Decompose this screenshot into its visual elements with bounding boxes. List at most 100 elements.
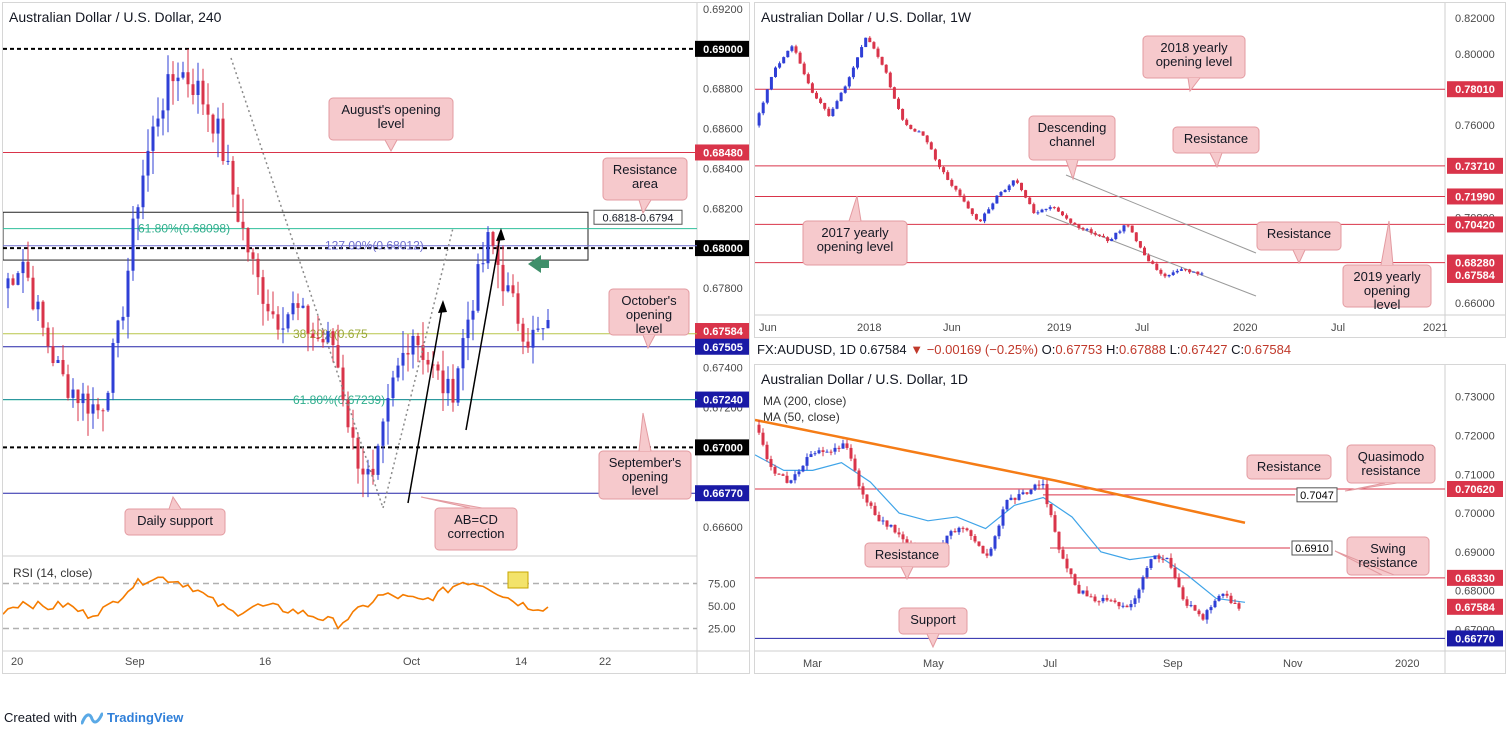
candle-1d-candle (1045, 484, 1049, 505)
candle-1d-candle (1049, 504, 1053, 516)
candle-4h-candle (71, 389, 75, 398)
candle-1d-candle (1097, 601, 1101, 603)
x-tick-label: Oct (403, 656, 420, 668)
ohlc-last: 0.67584 (859, 342, 907, 357)
ma200-label: MA (200, close) (763, 394, 846, 408)
chart-daily-panel[interactable]: 0.73000 0.72000 0.71000 0.70000 0.69000 0.680… (754, 364, 1506, 674)
svg-text:level: level (378, 116, 405, 131)
candle-4h-candle (206, 104, 210, 115)
candle-1w-candle (1081, 227, 1085, 230)
candle-4h-candle (491, 232, 495, 246)
candle-1d-candle (1085, 590, 1089, 597)
candle-1w-candle (1143, 247, 1146, 256)
candle-1w-candle (835, 101, 839, 109)
candle-4h-candle (431, 364, 435, 366)
candle-4h-candle (116, 320, 120, 344)
candle-1d-candle (877, 514, 881, 522)
abcd-arrow (407, 302, 444, 504)
candle-1w-candle (1048, 207, 1052, 209)
candle-1d-candle (1061, 549, 1065, 559)
candle-1w-candle (1089, 229, 1093, 233)
price-tag-bg (1447, 481, 1503, 497)
candle-4h-candle (231, 160, 235, 195)
candle-4h-candle (386, 398, 390, 422)
y-tick-label: 0.73000 (1455, 392, 1495, 404)
candle-4h-candle (376, 445, 380, 475)
y-tick-label: 0.67800 (703, 283, 743, 295)
candle-1d-candle (833, 447, 837, 452)
rsi-title: RSI (14, close) (13, 566, 92, 580)
candle-1w-candle (954, 185, 958, 190)
svg-text:AB=CD: AB=CD (454, 512, 498, 527)
candle-1d-candle (1033, 484, 1037, 490)
candle-4h-candle (266, 303, 270, 312)
candle-4h-candle (321, 339, 325, 343)
candle-1w-candle (1175, 270, 1179, 273)
candle-1w-candle (1184, 269, 1187, 271)
candle-4h-candle (81, 393, 85, 404)
candle-4h-candle (296, 303, 300, 308)
price-tag-bg (1447, 266, 1503, 283)
candle-1w-candle (1147, 255, 1151, 262)
candle-1w-candle (974, 214, 978, 220)
candle-1d-candle (1005, 499, 1009, 510)
x-tick-label: May (923, 658, 944, 670)
svg-text:Swing: Swing (1370, 541, 1405, 556)
x-tick-label: 14 (515, 656, 527, 668)
price-tag: 0.67240 (703, 395, 743, 407)
candle-1d-candle (849, 447, 853, 459)
chart-4h-title: Australian Dollar / U.S. Dollar, 240 (9, 9, 222, 25)
candle-4h-candle (426, 359, 430, 365)
candle-4h-candle (271, 311, 275, 315)
candle-1w-candle (1011, 180, 1015, 186)
candle-1d-candle (789, 480, 793, 483)
candle-1d-candle (769, 459, 773, 467)
price-tag-bg (1447, 157, 1503, 174)
candle-1d-candle (1169, 557, 1173, 568)
price-tag-bg (695, 40, 749, 57)
candle-1d-candle (785, 475, 789, 483)
fib-label: 61.80%(0.67239) (293, 393, 385, 407)
candle-4h-candle (216, 118, 220, 134)
candle-4h-candle (226, 160, 230, 162)
candle-1d-candle (765, 444, 769, 460)
candle-4h-candle (286, 314, 290, 329)
candle-1d-candle (1197, 610, 1201, 615)
candle-1w-candle (909, 124, 913, 129)
candle-1w-candle (823, 102, 827, 109)
candle-1w-candle (1151, 261, 1155, 264)
rsi-tick-label: 50.00 (708, 601, 736, 613)
candle-1d-candle (997, 525, 1001, 537)
candle-1w-candle (1040, 209, 1044, 213)
candle-1d-candle (945, 535, 949, 545)
chart-weekly-panel[interactable]: 0.820000.800000.760000.708000.660000.780… (754, 2, 1506, 338)
candle-4h-candle (501, 264, 505, 292)
candle-1d-candle (1213, 600, 1217, 608)
price-tag-bg (695, 485, 749, 502)
candle-1d-candle (1209, 607, 1213, 611)
price-tag-bg (1447, 569, 1503, 586)
candle-4h-candle (521, 323, 525, 342)
candle-4h-candle (511, 285, 515, 294)
candle-4h-candle (401, 352, 405, 366)
candle-1w-candle (802, 63, 806, 75)
chart-4h-panel[interactable]: 0.69200 0.68800 0.68600 0.68400 0.68200 0.678… (2, 2, 750, 674)
svg-text:2018 yearly: 2018 yearly (1160, 40, 1228, 55)
x-tick-label: 2020 (1395, 658, 1419, 670)
candle-4h-candle (331, 331, 335, 346)
price-tag-bg (695, 391, 749, 408)
candle-1w-candle (769, 76, 773, 90)
candle-1d-candle (1237, 603, 1241, 609)
y-tick-label: 0.72000 (1455, 430, 1495, 442)
candle-1w-candle (843, 86, 847, 93)
candle-1d-candle (1009, 497, 1013, 500)
green-arrow-tail (539, 260, 549, 268)
candle-1d-candle (773, 466, 777, 474)
x-tick-label: Sep (125, 656, 145, 668)
candle-1w-candle (827, 108, 831, 117)
candle-1w-candle (774, 67, 777, 77)
candle-1w-candle (765, 89, 769, 103)
